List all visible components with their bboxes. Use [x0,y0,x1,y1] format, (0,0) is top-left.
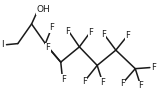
Text: F: F [88,28,93,37]
Text: I: I [1,40,4,49]
Text: F: F [139,81,143,90]
Text: F: F [101,30,106,39]
Text: F: F [100,78,105,87]
Text: F: F [126,31,130,40]
Text: OH: OH [36,5,50,14]
Text: F: F [120,79,125,88]
Text: F: F [82,77,87,86]
Text: F: F [45,43,50,52]
Text: F: F [49,23,54,32]
Text: F: F [61,75,66,83]
Text: F: F [151,63,156,72]
Text: F: F [65,27,70,36]
